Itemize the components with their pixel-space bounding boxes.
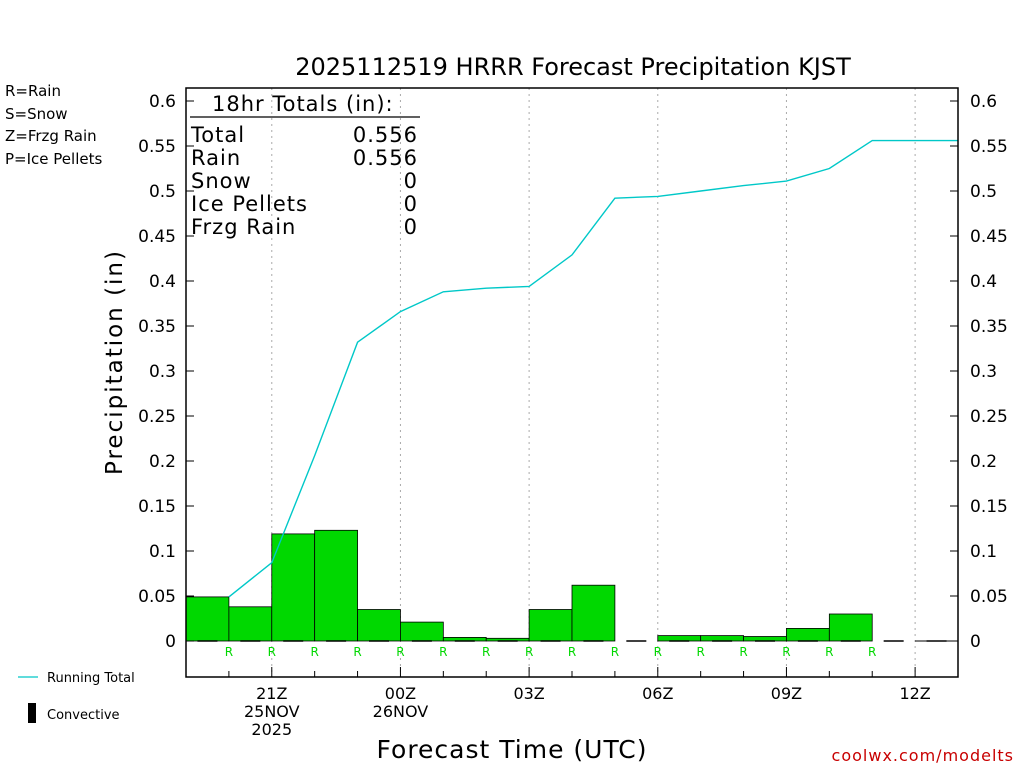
precip-type-mark: R — [611, 645, 619, 659]
totals-label-total: Total — [190, 123, 245, 147]
y-tick-label-right: 0.35 — [970, 317, 1008, 337]
totals-label-frzg-rain: Frzg Rain — [191, 215, 296, 239]
y-tick-label-right: 0.25 — [970, 407, 1008, 427]
rain-bar — [700, 635, 744, 642]
precip-type-mark: R — [739, 645, 747, 659]
totals-box: 18hr Totals (in): Total 0.556 Rain 0.556… — [190, 92, 420, 239]
y-tick-label-left: 0.15 — [138, 497, 176, 517]
precip-type-mark: R — [353, 645, 361, 659]
rain-bar — [657, 635, 702, 642]
precip-type-mark: R — [868, 645, 876, 659]
gridlines — [271, 88, 916, 677]
totals-value-rain: 0.556 — [353, 146, 418, 170]
y-tick-label-left: 0.45 — [138, 227, 176, 247]
y-ticks: 0 00.05 0.050.1 0.10.15 0.150.2 0.20.25 0.250.… — [138, 92, 1008, 652]
precip-type-mark: R — [482, 645, 490, 659]
key-snow: S=Snow — [5, 105, 68, 123]
y-tick-label-right: 0.2 — [970, 452, 997, 472]
totals-label-snow: Snow — [191, 169, 252, 193]
x-tick-label: 03Z — [513, 684, 544, 703]
key-ice-pellets: P=Ice Pellets — [5, 150, 102, 168]
totals-header: 18hr Totals (in): — [212, 92, 394, 116]
totals-value-snow: 0 — [404, 169, 418, 193]
rain-bar — [271, 533, 316, 642]
y-tick-label-left: 0.2 — [149, 452, 176, 472]
rain-bar — [571, 584, 616, 642]
rain-bar — [228, 606, 273, 642]
key-rain: R=Rain — [5, 82, 61, 100]
totals-value-frzg-rain: 0 — [404, 215, 418, 239]
running-total-line — [228, 139, 958, 598]
precip-type-mark: R — [310, 645, 318, 659]
y-tick-label-right: 0.05 — [970, 587, 1008, 607]
x-tick-label: 06Z — [642, 684, 673, 703]
y-tick-label-right: 0 — [970, 632, 981, 652]
precip-type-mark: R — [225, 645, 233, 659]
y-tick-label-right: 0.55 — [970, 137, 1008, 157]
precip-type-mark: R — [268, 645, 276, 659]
y-tick-label-left: 0.55 — [138, 137, 176, 157]
y-tick-label-left: 0.4 — [149, 272, 176, 292]
rain-bar — [828, 613, 873, 642]
totals-value-ice-pellets: 0 — [404, 192, 418, 216]
totals-label-rain: Rain — [191, 146, 241, 170]
rain-bars — [185, 529, 873, 642]
y-tick-label-left: 0.5 — [149, 182, 176, 202]
precip-type-mark: R — [782, 645, 790, 659]
convective-legend-label: Convective — [47, 708, 120, 723]
precip-type-mark: R — [825, 645, 833, 659]
y-tick-label-right: 0.5 — [970, 182, 997, 202]
y-tick-label-left: 0.3 — [149, 362, 176, 382]
credit-text: coolwx.com/modelts — [832, 746, 1014, 765]
x-tick-label: 12Z — [899, 684, 930, 703]
y-tick-label-left: 0 — [165, 632, 176, 652]
y-tick-label-right: 0.45 — [970, 227, 1008, 247]
precip-type-mark: R — [654, 645, 662, 659]
rain-bar — [528, 609, 573, 642]
y-tick-label-left: 0.6 — [149, 92, 176, 112]
series-legend: Running Total Convective — [18, 671, 135, 723]
y-tick-label-left: 0.35 — [138, 317, 176, 337]
precip-type-mark: R — [696, 645, 704, 659]
x-tick-label: 2025 — [251, 720, 292, 739]
x-tick-label: 26NOV — [373, 702, 429, 721]
x-tick-label: 21Z — [256, 684, 287, 703]
y-axis-label: Precipitation (in) — [102, 249, 128, 475]
running-total-legend-label: Running Total — [47, 671, 135, 686]
precip-type-mark: R — [525, 645, 533, 659]
chart-title: 2025112519 HRRR Forecast Precipitation K… — [295, 53, 851, 81]
rain-bar — [314, 529, 358, 642]
rain-bar — [400, 621, 444, 642]
y-tick-label-right: 0.6 — [970, 92, 997, 112]
x-tick-label: 09Z — [771, 684, 802, 703]
y-tick-label-left: 0.1 — [149, 542, 176, 562]
key-frzg-rain: Z=Frzg Rain — [5, 127, 97, 145]
y-tick-label-left: 0.05 — [138, 587, 176, 607]
plot-frame — [185, 87, 959, 678]
convective-swatch — [28, 703, 36, 723]
rain-bar — [185, 596, 230, 642]
precip-type-mark: R — [568, 645, 576, 659]
y-tick-label-left: 0.25 — [138, 407, 176, 427]
totals-label-ice-pellets: Ice Pellets — [191, 192, 308, 216]
precip-type-mark: R — [439, 645, 447, 659]
precip-type-mark: R — [396, 645, 404, 659]
y-tick-label-right: 0.4 — [970, 272, 997, 292]
totals-value-total: 0.556 — [353, 123, 418, 147]
running-total-polyline — [228, 139, 958, 598]
rain-bar — [357, 609, 401, 642]
x-tick-label: 25NOV — [244, 702, 300, 721]
y-tick-label-right: 0.1 — [970, 542, 997, 562]
y-tick-label-right: 0.15 — [970, 497, 1008, 517]
y-tick-label-right: 0.3 — [970, 362, 997, 382]
x-axis-label: Forecast Time (UTC) — [377, 735, 648, 764]
rain-bar — [786, 628, 830, 642]
x-tick-label: 00Z — [385, 684, 416, 703]
precip-type-key: R=Rain S=Snow Z=Frzg Rain P=Ice Pellets — [5, 82, 102, 168]
